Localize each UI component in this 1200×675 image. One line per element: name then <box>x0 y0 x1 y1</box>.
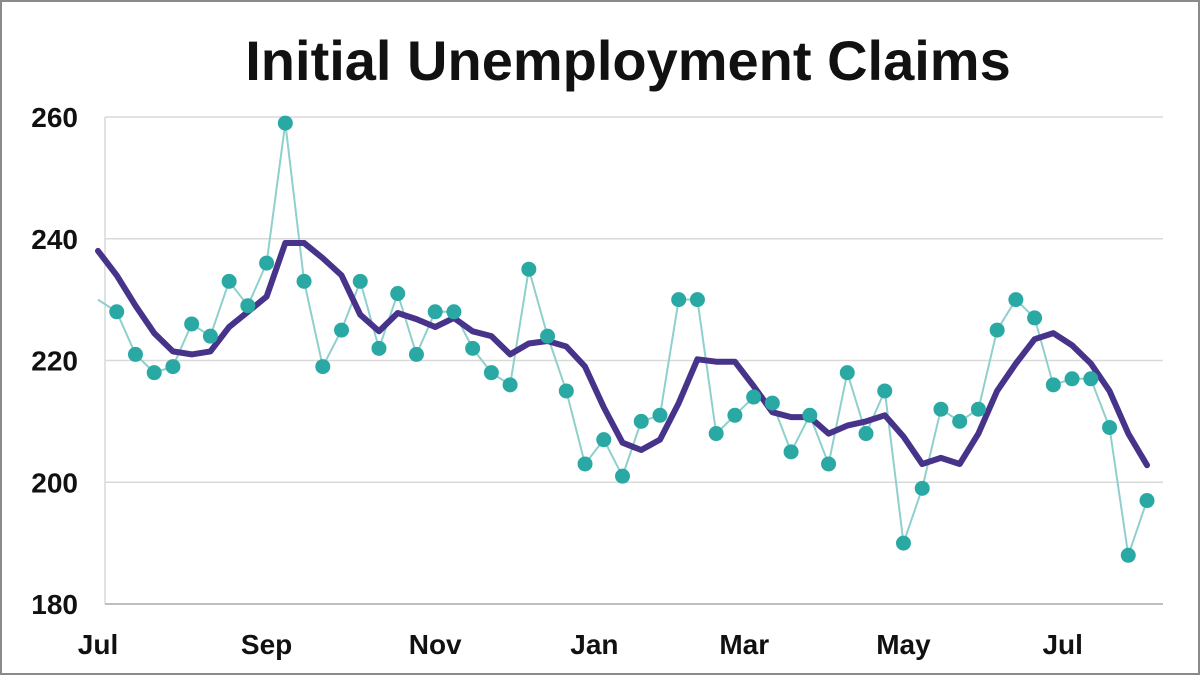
x-tick-label: Jul <box>1042 629 1082 660</box>
weekly-claims-point <box>914 480 930 496</box>
x-tick-label: May <box>876 629 931 660</box>
y-tick-label: 200 <box>31 467 78 498</box>
weekly-claims-point <box>689 292 705 308</box>
weekly-claims-point <box>727 407 743 423</box>
weekly-claims-point <box>1139 493 1155 509</box>
weekly-claims-point <box>1102 419 1118 435</box>
weekly-claims-point <box>1083 371 1099 387</box>
weekly-claims-point <box>165 359 181 375</box>
weekly-claims-point <box>446 304 462 320</box>
weekly-claims-point <box>1045 377 1061 393</box>
y-tick-label: 260 <box>31 102 78 133</box>
weekly-claims-point <box>408 346 424 362</box>
weekly-claims-point <box>540 328 556 344</box>
x-tick-label: Sep <box>241 629 292 660</box>
weekly-claims-point <box>989 322 1005 338</box>
weekly-claims-point <box>577 456 593 472</box>
weekly-claims-point <box>1120 547 1136 563</box>
weekly-claims-point <box>1027 310 1043 326</box>
weekly-claims-point <box>1008 292 1024 308</box>
gridlines <box>104 116 1163 605</box>
weekly-claims-point <box>895 535 911 551</box>
x-axis-ticks: Jul Sep Nov Jan Mar May Jul <box>78 629 1083 660</box>
weekly-claims-point <box>502 377 518 393</box>
weekly-claims-point <box>127 346 143 362</box>
weekly-claims-point <box>633 413 649 429</box>
y-tick-label: 240 <box>31 224 78 255</box>
weekly-claims-point <box>109 304 125 320</box>
weekly-claims-point <box>746 389 762 405</box>
chart-title: Initial Unemployment Claims <box>245 29 1011 92</box>
weekly-claims-point <box>821 456 837 472</box>
weekly-claims-point <box>764 395 780 411</box>
weekly-claims-point <box>427 304 443 320</box>
weekly-claims-point <box>202 328 218 344</box>
weekly-claims-point <box>465 340 481 356</box>
weekly-claims-point <box>390 286 406 302</box>
weekly-claims-point <box>352 273 368 289</box>
weekly-claims-point <box>371 340 387 356</box>
moving-average-line <box>95 240 1150 469</box>
weekly-claims-point <box>858 426 874 442</box>
y-axis-ticks: 180 200 220 240 260 <box>31 102 78 620</box>
weekly-claims-point <box>1064 371 1080 387</box>
weekly-claims-point <box>558 383 574 399</box>
weekly-claims-point <box>933 401 949 417</box>
weekly-claims-point <box>970 401 986 417</box>
weekly-claims-point <box>277 115 293 131</box>
weekly-claims-point <box>334 322 350 338</box>
x-tick-label: Jul <box>78 629 118 660</box>
y-tick-label: 220 <box>31 346 78 377</box>
weekly-claims-point <box>483 365 499 381</box>
x-tick-label: Mar <box>719 629 769 660</box>
x-tick-label: Jan <box>570 629 618 660</box>
weekly-claims-point <box>783 444 799 460</box>
weekly-claims-point <box>259 255 275 271</box>
weekly-claims-point <box>708 426 724 442</box>
weekly-claims-point <box>877 383 893 399</box>
y-tick-label: 180 <box>31 589 78 620</box>
weekly-claims-point <box>296 273 312 289</box>
weekly-claims-point <box>615 468 630 484</box>
weekly-claims-point <box>839 365 855 381</box>
weekly-claims-point <box>802 407 818 423</box>
weekly-claims-point <box>952 413 968 429</box>
weekly-claims-point <box>521 261 537 277</box>
x-tick-label: Nov <box>409 629 462 660</box>
weekly-claims-point <box>596 432 612 448</box>
weekly-claims-point <box>146 365 162 381</box>
weekly-claims-point <box>315 359 331 375</box>
weekly-claims-point <box>652 407 668 423</box>
weekly-claims-point <box>240 298 256 314</box>
weekly-claims-point <box>671 292 687 308</box>
series <box>95 115 1155 563</box>
weekly-claims-line <box>97 122 1148 556</box>
weekly-claims-point <box>221 273 237 289</box>
weekly-claims-point <box>184 316 200 332</box>
